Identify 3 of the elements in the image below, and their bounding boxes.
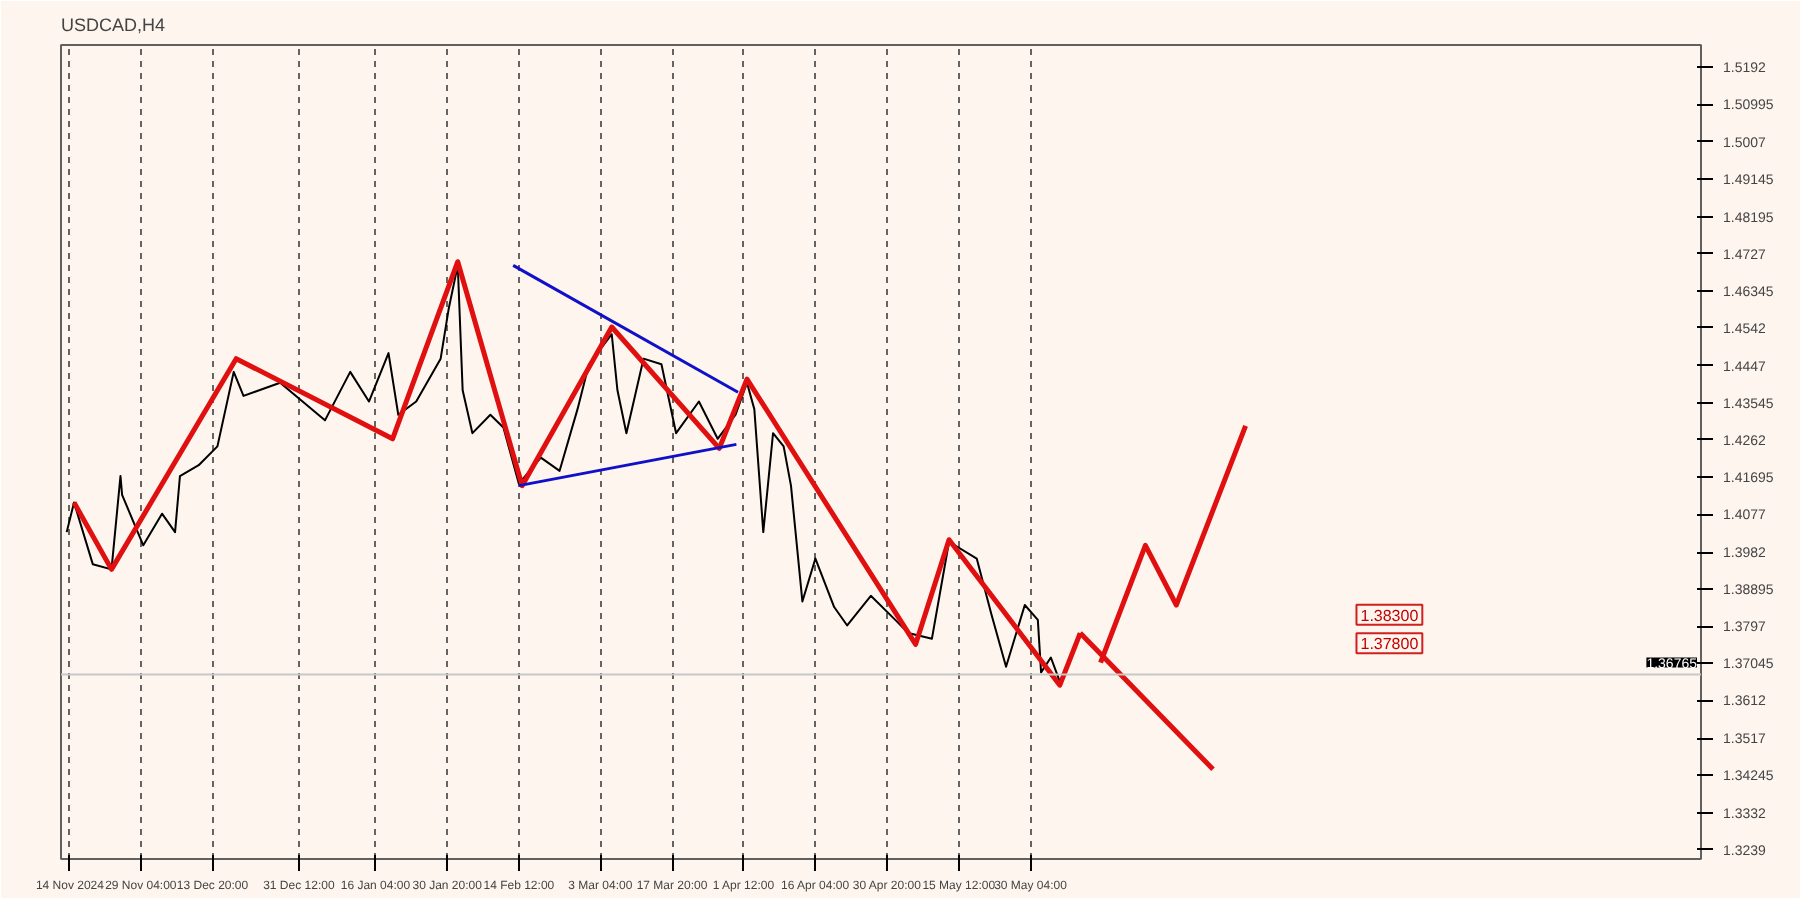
annotation: 1.38300 [1360, 606, 1420, 625]
annotation: 1.37800 [1360, 635, 1420, 654]
chart-title: USDCAD,H4 [61, 15, 166, 35]
